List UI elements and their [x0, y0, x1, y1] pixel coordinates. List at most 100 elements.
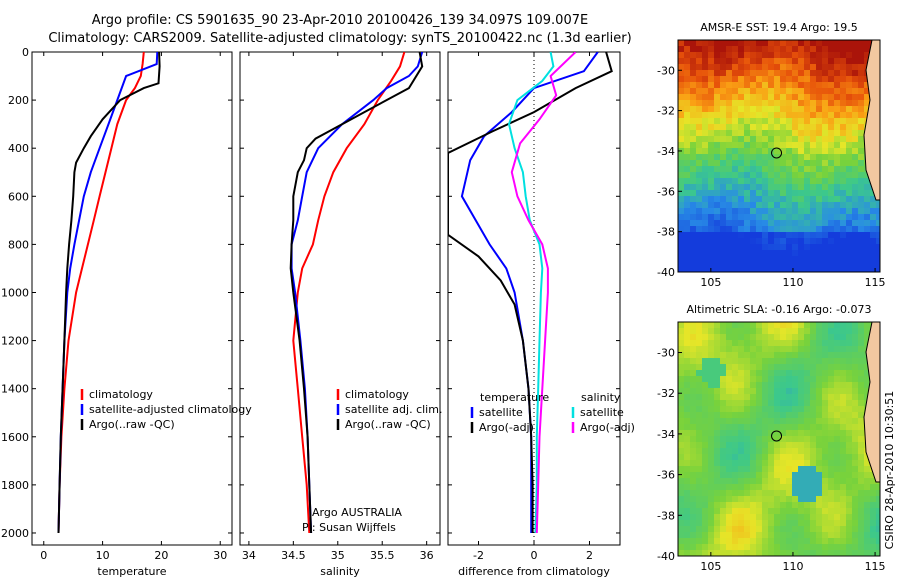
map-cell: [780, 520, 786, 526]
map-cell: [798, 376, 804, 382]
map-cell: [834, 466, 840, 472]
map-cell: [828, 460, 834, 466]
y-tick-label: 1000: [1, 286, 29, 299]
map-cell: [678, 550, 684, 556]
map-cell: [708, 220, 714, 226]
map-cell: [690, 94, 696, 100]
map-cell: [690, 52, 696, 58]
map-title: Altimetric SLA: -0.16 Argo: -0.073: [687, 303, 872, 316]
map-cell: [750, 154, 756, 160]
map-cell: [720, 220, 726, 226]
map-cell: [816, 376, 822, 382]
map-cell: [816, 106, 822, 112]
map-cell: [738, 370, 744, 376]
map-cell: [834, 496, 840, 502]
map-cell: [708, 490, 714, 496]
map-title: AMSR-E SST: 19.4 Argo: 19.5: [700, 21, 858, 34]
map-cell: [708, 52, 714, 58]
map-cell: [774, 460, 780, 466]
map-cell: [798, 490, 804, 496]
map-cell: [852, 52, 858, 58]
map-cell: [840, 94, 846, 100]
map-cell: [762, 262, 768, 268]
map-cell: [714, 352, 720, 358]
map-cell: [804, 358, 810, 364]
map-cell: [744, 454, 750, 460]
map-cell: [720, 142, 726, 148]
map-cell: [840, 262, 846, 268]
map-cell: [810, 94, 816, 100]
map-cell: [816, 178, 822, 184]
map-cell: [708, 94, 714, 100]
map-cell: [798, 400, 804, 406]
map-cell: [810, 376, 816, 382]
map-cell: [738, 238, 744, 244]
map-cell: [744, 142, 750, 148]
map-cell: [780, 538, 786, 544]
map-cell: [810, 130, 816, 136]
map-cell: [846, 88, 852, 94]
map-cell: [798, 184, 804, 190]
map-cell: [804, 52, 810, 58]
map-cell: [702, 466, 708, 472]
map-cell: [732, 100, 738, 106]
map-cell: [816, 436, 822, 442]
map-cell: [780, 472, 786, 478]
map-cell: [852, 178, 858, 184]
map-cell: [702, 82, 708, 88]
map-cell: [870, 490, 876, 496]
map-cell: [840, 124, 846, 130]
map-cell: [762, 448, 768, 454]
map-cell: [762, 88, 768, 94]
map-cell: [846, 406, 852, 412]
map-cell: [774, 334, 780, 340]
map-cell: [792, 250, 798, 256]
map-cell: [744, 136, 750, 142]
map-cell: [792, 340, 798, 346]
map-cell: [834, 334, 840, 340]
y-tick-label: -34: [657, 428, 675, 441]
map-cell: [690, 352, 696, 358]
map-cell: [810, 454, 816, 460]
map-cell: [816, 172, 822, 178]
map-cell: [732, 400, 738, 406]
map-cell: [834, 46, 840, 52]
map-cell: [822, 226, 828, 232]
map-cell: [726, 472, 732, 478]
map-cell: [720, 244, 726, 250]
map-cell: [726, 496, 732, 502]
map-cell: [852, 40, 858, 46]
map-cell: [792, 430, 798, 436]
map-cell: [864, 460, 870, 466]
legend-entry: Argo(..raw -QC): [345, 418, 431, 431]
map-cell: [876, 502, 880, 508]
map-cell: [774, 490, 780, 496]
map-cell: [798, 70, 804, 76]
map-cell: [816, 400, 822, 406]
map-cell: [798, 76, 804, 82]
legend-entry: satellite-adjusted climatology: [89, 403, 252, 416]
map-cell: [816, 424, 822, 430]
map-cell: [804, 82, 810, 88]
map-cell: [816, 532, 822, 538]
map-cell: [780, 136, 786, 142]
map-cell: [726, 160, 732, 166]
map-cell: [786, 172, 792, 178]
map-cell: [768, 148, 774, 154]
map-cell: [822, 478, 828, 484]
map-cell: [828, 214, 834, 220]
map-cell: [696, 424, 702, 430]
map-cell: [756, 532, 762, 538]
map-cell: [726, 70, 732, 76]
map-cell: [876, 526, 880, 532]
map-cell: [720, 544, 726, 550]
y-tick-label: -30: [657, 64, 675, 77]
map-cell: [756, 496, 762, 502]
map-cell: [750, 46, 756, 52]
map-cell: [834, 382, 840, 388]
map-cell: [798, 532, 804, 538]
map-cell: [816, 334, 822, 340]
map-cell: [780, 184, 786, 190]
map-cell: [774, 502, 780, 508]
map-cell: [678, 394, 684, 400]
